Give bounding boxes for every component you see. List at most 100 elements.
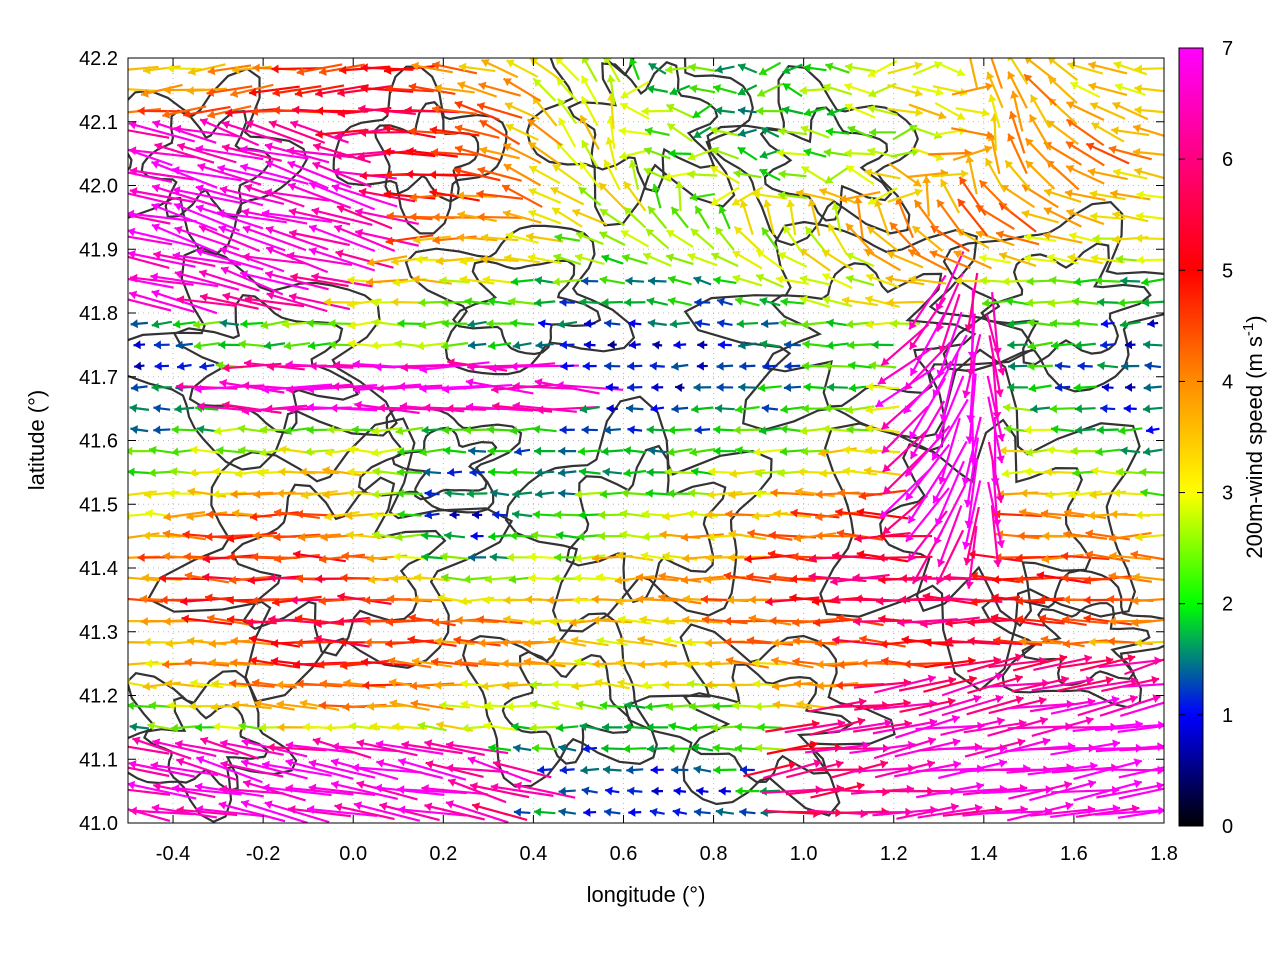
wind-arrow bbox=[1055, 382, 1071, 392]
wind-arrow bbox=[129, 806, 194, 816]
wind-arrow bbox=[553, 253, 582, 266]
wind-arrow bbox=[936, 199, 964, 236]
wind-arrow bbox=[1135, 532, 1164, 542]
wind-arrow bbox=[397, 447, 422, 457]
wind-arrow bbox=[911, 225, 944, 252]
wind-arrow bbox=[1067, 61, 1104, 75]
wind-arrow bbox=[133, 340, 146, 350]
wind-arrow bbox=[641, 532, 673, 542]
wind-arrow bbox=[837, 660, 883, 670]
wind-arrow bbox=[941, 694, 1004, 717]
wind-arrow bbox=[728, 680, 767, 690]
wind-arrow bbox=[822, 424, 853, 434]
wind-arrow bbox=[693, 765, 712, 774]
wind-arrow bbox=[641, 106, 674, 116]
wind-arrow bbox=[387, 656, 432, 669]
x-tick-label: -0.2 bbox=[246, 843, 280, 865]
wind-arrow bbox=[336, 204, 393, 230]
wind-arrow bbox=[128, 766, 170, 778]
wind-arrow bbox=[580, 95, 599, 127]
wind-arrow bbox=[276, 700, 318, 710]
wind-arrow bbox=[792, 657, 838, 668]
wind-arrow bbox=[272, 85, 322, 98]
wind-arrow bbox=[986, 71, 1004, 109]
wind-arrow bbox=[1096, 781, 1164, 799]
wind-arrow bbox=[208, 639, 251, 649]
wind-arrow bbox=[623, 446, 646, 456]
wind-arrow bbox=[239, 270, 309, 291]
wind-arrow bbox=[841, 296, 879, 307]
wind-arrow bbox=[984, 737, 1051, 759]
wind-arrow bbox=[294, 84, 345, 98]
wind-arrow bbox=[1015, 553, 1065, 563]
wind-arrow bbox=[392, 722, 427, 732]
wind-arrow bbox=[1043, 207, 1082, 228]
wind-arrow bbox=[152, 119, 217, 144]
wind-arrow bbox=[845, 274, 875, 287]
wind-arrow bbox=[558, 743, 577, 753]
wind-arrow bbox=[1090, 211, 1126, 221]
wind-arrow bbox=[150, 272, 219, 288]
wind-arrow bbox=[866, 225, 899, 252]
wind-arrow bbox=[441, 341, 469, 351]
wind-arrow bbox=[867, 187, 898, 205]
wind-arrow bbox=[171, 425, 198, 435]
wind-arrow bbox=[815, 531, 860, 541]
wind-arrow bbox=[411, 657, 453, 668]
wind-arrow bbox=[550, 186, 585, 206]
wind-arrow bbox=[431, 104, 478, 115]
wind-arrow bbox=[1062, 615, 1109, 625]
wind-arrow bbox=[148, 445, 175, 455]
wind-arrow bbox=[552, 277, 582, 287]
wind-arrow bbox=[951, 82, 994, 96]
wind-arrow bbox=[264, 188, 330, 202]
wind-arrow bbox=[761, 227, 779, 251]
wind-arrow bbox=[425, 760, 484, 779]
wind-arrow bbox=[601, 722, 623, 732]
wind-arrow bbox=[823, 148, 852, 158]
wind-arrow bbox=[478, 81, 521, 97]
wind-arrow bbox=[559, 765, 575, 775]
wind-arrow bbox=[153, 403, 171, 413]
wind-arrow bbox=[1131, 618, 1164, 628]
wind-arrow bbox=[260, 319, 289, 330]
wind-arrow bbox=[681, 615, 723, 625]
wind-arrow bbox=[528, 187, 562, 204]
wind-arrow bbox=[1108, 531, 1152, 543]
wind-arrow bbox=[372, 466, 402, 476]
wind-arrow bbox=[737, 84, 758, 96]
y-tick-label: 41.7 bbox=[79, 367, 118, 389]
wind-arrow bbox=[579, 404, 600, 414]
wind-arrow bbox=[273, 532, 321, 542]
wind-arrow bbox=[649, 361, 665, 371]
wind-arrow bbox=[783, 382, 801, 392]
wind-arrow bbox=[781, 63, 803, 75]
wind-arrow bbox=[418, 320, 446, 330]
wind-arrow bbox=[880, 323, 930, 367]
x-tick-label: 0.2 bbox=[429, 843, 457, 865]
wind-arrow bbox=[775, 275, 810, 285]
wind-arrow bbox=[768, 530, 817, 540]
wind-arrow bbox=[844, 148, 876, 158]
x-tick-label: 1.2 bbox=[880, 843, 908, 865]
wind-arrow bbox=[551, 699, 584, 711]
wind-arrow bbox=[717, 340, 732, 350]
wind-arrow bbox=[240, 163, 309, 186]
wind-arrow bbox=[1073, 383, 1097, 393]
wind-arrow bbox=[795, 487, 835, 498]
wind-arrow bbox=[128, 576, 160, 582]
wind-arrow bbox=[238, 339, 266, 349]
wind-arrow bbox=[557, 97, 578, 125]
wind-arrow bbox=[193, 341, 220, 351]
wind-arrow bbox=[763, 199, 775, 236]
wind-arrow bbox=[995, 530, 1040, 540]
wind-arrow bbox=[1065, 208, 1105, 226]
wind-arrow bbox=[454, 100, 500, 121]
wind-arrow bbox=[299, 467, 340, 477]
wind-arrow bbox=[672, 807, 688, 817]
wind-arrow bbox=[1054, 361, 1071, 371]
wind-arrow bbox=[835, 507, 885, 520]
wind-arrow bbox=[467, 340, 487, 350]
x-axis-title: longitude (°) bbox=[587, 882, 706, 907]
wind-arrow bbox=[688, 62, 717, 73]
